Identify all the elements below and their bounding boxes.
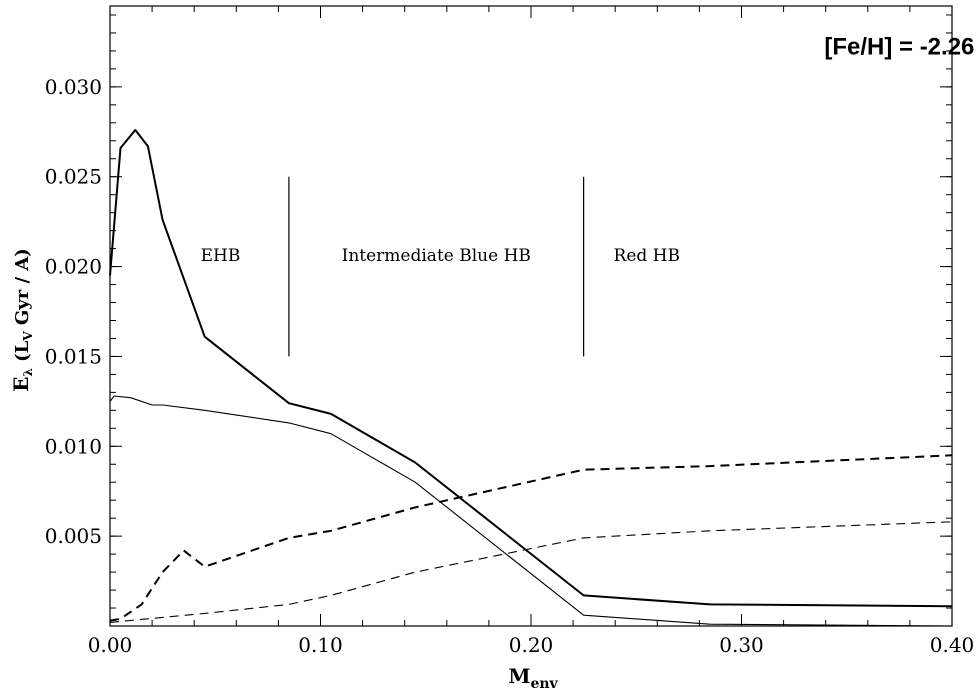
y-tick-label: 0.020 <box>45 255 102 279</box>
series-line-dashed-thick <box>109 454 953 622</box>
plot-frame <box>109 5 953 627</box>
y-tick-label: 0.015 <box>45 344 102 368</box>
series-line-dashed-thin <box>109 521 953 623</box>
region-label: EHB <box>201 246 241 266</box>
y-tick-label: 0.030 <box>45 75 102 99</box>
x-tick-label: 0.30 <box>719 633 764 657</box>
region-label: Red HB <box>614 246 680 266</box>
annotations: EHB Intermediate Blue HB Red HB [Fe/H] = -2… <box>201 34 975 267</box>
metallicity-label: [Fe/H] = -2.26 <box>824 34 974 61</box>
x-tick-label: 0.40 <box>930 633 975 657</box>
series-line-solid-thick <box>109 129 953 608</box>
y-axis-title: Eλ (LV Gyr / A) <box>9 248 35 392</box>
x-tick-label: 0.00 <box>88 633 133 657</box>
axes: 0.00 0.10 0.20 0.30 0.40 0.005 0.010 0.015 0.020… <box>45 5 975 657</box>
y-tick-label: 0.005 <box>45 524 102 548</box>
region-dividers <box>288 176 585 357</box>
region-label: Intermediate Blue HB <box>342 246 531 266</box>
y-tick-label: 0.025 <box>45 165 102 189</box>
series-line-solid-thin <box>109 395 953 627</box>
x-tick-label: 0.10 <box>298 633 343 657</box>
series-lines <box>109 129 953 627</box>
y-tick-label: 0.010 <box>45 434 102 458</box>
x-tick-label: 0.20 <box>509 633 554 657</box>
x-axis-title: Menv <box>508 664 558 688</box>
